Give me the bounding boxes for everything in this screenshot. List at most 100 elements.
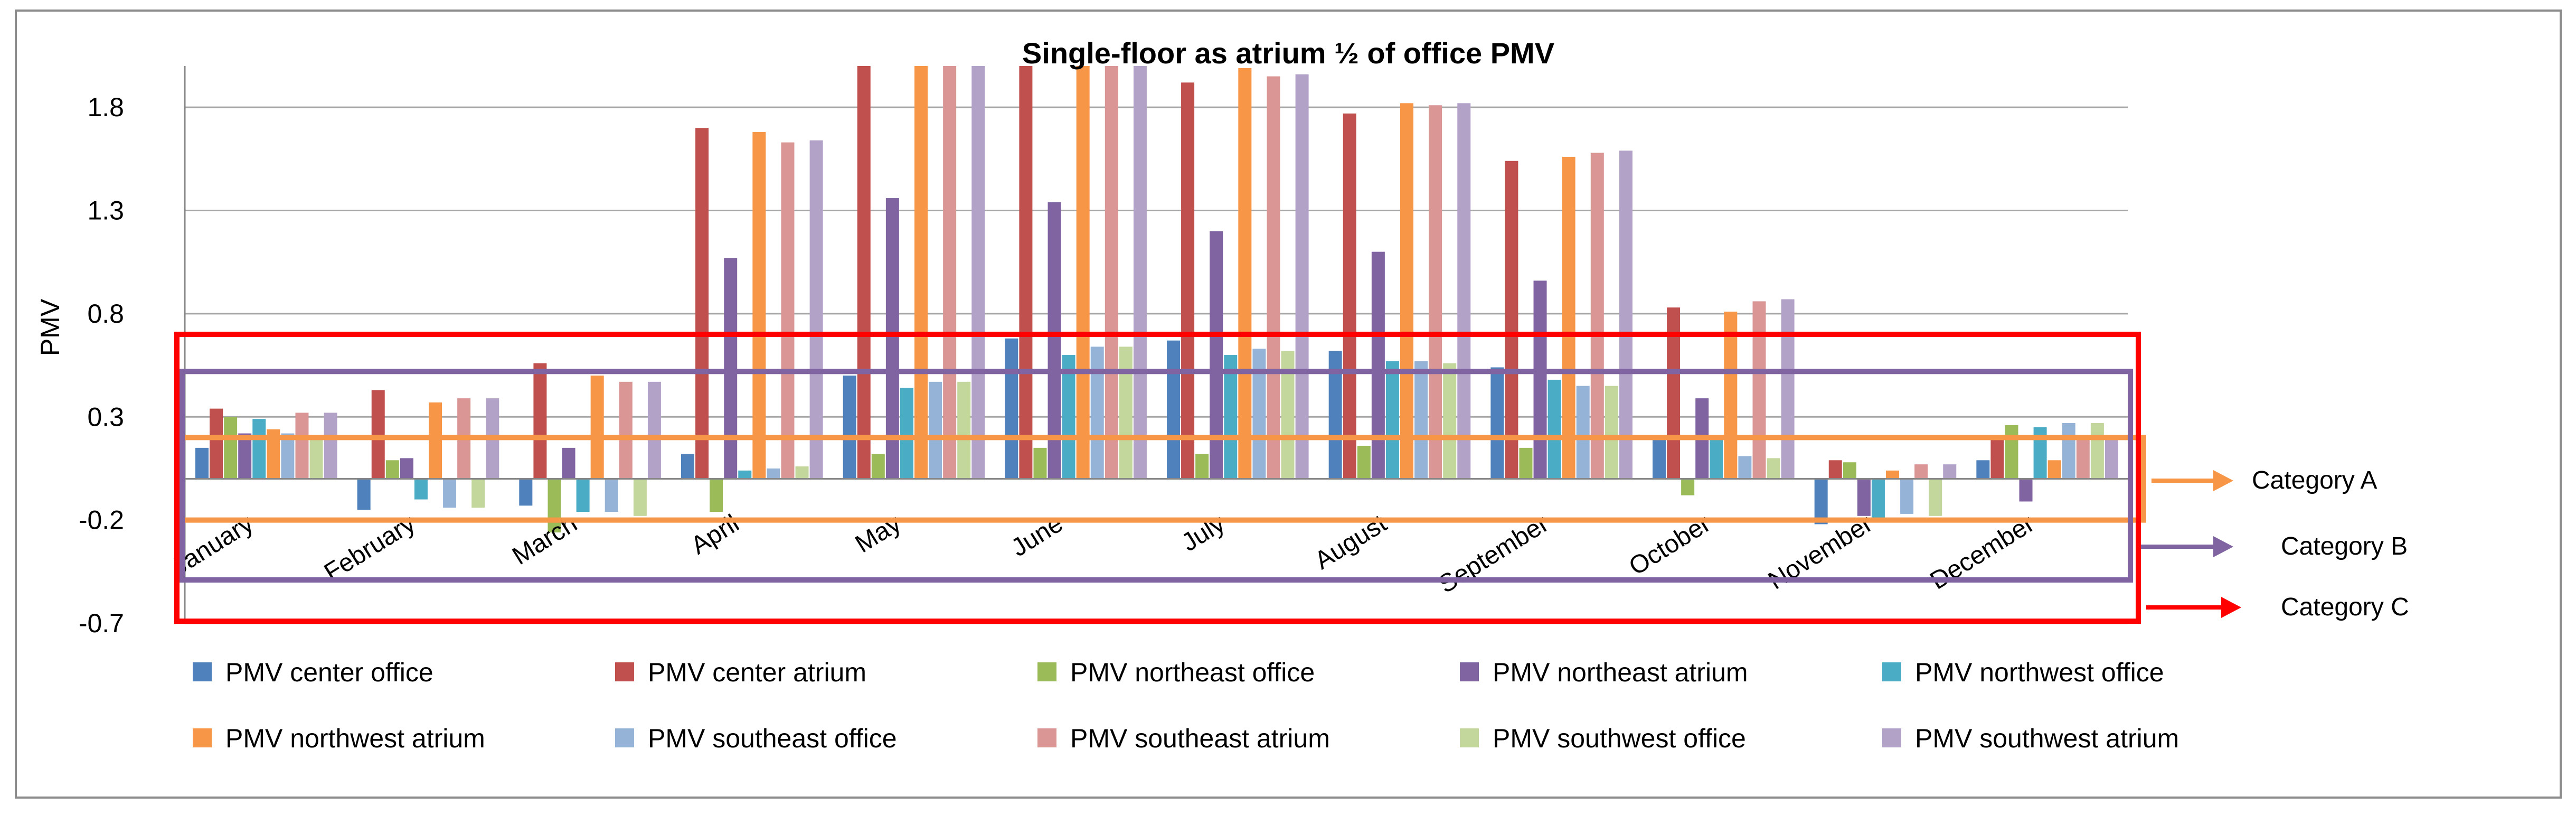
- category-arrow-head: [2221, 597, 2241, 618]
- bar: [309, 435, 323, 479]
- bar: [1990, 437, 2004, 479]
- bar: [533, 363, 547, 479]
- bar: [1843, 462, 1856, 479]
- bar: [1781, 299, 1795, 479]
- bar: [1238, 68, 1252, 479]
- bar: [295, 413, 309, 479]
- bar: [619, 381, 633, 479]
- bar: [710, 479, 723, 512]
- bar: [1429, 105, 1442, 479]
- bar: [957, 381, 971, 479]
- chart-title: Single-floor as atrium ½ of office PMV: [1022, 36, 1554, 70]
- bar: [767, 468, 780, 479]
- bar: [1457, 103, 1471, 479]
- bar: [724, 258, 738, 479]
- bar: [2047, 460, 2061, 479]
- bar: [871, 454, 885, 479]
- bar: [1562, 156, 1575, 479]
- bar: [1062, 355, 1075, 479]
- legend-label: PMV northwest atrium: [225, 724, 485, 753]
- bar: [971, 66, 985, 479]
- legend-swatch: [1460, 728, 1479, 747]
- legend-swatch: [1460, 662, 1479, 681]
- bar: [857, 66, 871, 479]
- bar: [210, 408, 223, 479]
- bar: [357, 479, 371, 510]
- legend-swatch: [1882, 728, 1901, 747]
- bar: [1371, 251, 1385, 479]
- bar: [1681, 479, 1695, 495]
- bar: [1767, 458, 1780, 479]
- legend-label: PMV northwest office: [1915, 658, 2164, 687]
- y-tick-label: -0.7: [79, 608, 124, 638]
- bar: [2105, 439, 2118, 479]
- bar: [1590, 153, 1604, 479]
- bar: [1343, 113, 1356, 479]
- bar: [1033, 447, 1047, 479]
- bar: [2062, 423, 2075, 479]
- bar: [1443, 363, 1457, 479]
- category-band-box: [180, 369, 2133, 583]
- legend-swatch: [615, 728, 634, 747]
- bar: [2005, 425, 2018, 479]
- legend-label: PMV northeast office: [1070, 658, 1315, 687]
- bar: [1119, 346, 1133, 479]
- bar: [1414, 361, 1428, 479]
- legend-label: PMV center atrium: [648, 658, 866, 687]
- bar: [885, 198, 899, 479]
- bar: [1090, 346, 1104, 479]
- y-tick-label: 0.8: [87, 299, 124, 329]
- bar: [519, 479, 533, 506]
- legend-label: PMV southwest office: [1493, 724, 1746, 753]
- bar: [1181, 82, 1195, 479]
- bar: [1871, 479, 1885, 518]
- bar: [1619, 151, 1633, 479]
- legend-swatch: [615, 662, 634, 681]
- bar: [562, 447, 575, 479]
- bar: [1267, 76, 1280, 479]
- bar: [752, 132, 766, 479]
- legend-swatch: [193, 662, 212, 681]
- bar: [2076, 439, 2090, 479]
- bar: [238, 433, 252, 479]
- bar: [1914, 464, 1928, 479]
- bar: [1752, 301, 1766, 479]
- legend-swatch: [1037, 662, 1056, 681]
- category-arrow-head: [2213, 536, 2233, 557]
- bar: [1019, 66, 1033, 479]
- legend-swatch: [193, 728, 212, 747]
- bar: [843, 376, 856, 479]
- bar: [633, 479, 647, 516]
- y-tick-label: 1.8: [87, 92, 124, 122]
- bar: [1724, 311, 1738, 479]
- bar: [1490, 367, 1504, 479]
- bar: [1929, 479, 1942, 516]
- bar: [1105, 66, 1118, 479]
- bar: [371, 390, 385, 479]
- bar: [1167, 340, 1180, 479]
- bar: [1828, 460, 1842, 479]
- bar: [1210, 231, 1223, 479]
- bar: [1548, 379, 1561, 479]
- bar: [738, 470, 752, 479]
- legend-label: PMV northeast atrium: [1493, 658, 1748, 687]
- bar: [1710, 439, 1723, 479]
- bar: [414, 479, 428, 500]
- legend-label: PMV southwest atrium: [1915, 724, 2179, 753]
- bar: [224, 417, 238, 479]
- bar: [795, 466, 809, 479]
- bar: [443, 479, 457, 508]
- bar: [1857, 479, 1871, 516]
- category-arrow-head: [2213, 470, 2233, 491]
- y-tick-label: 1.3: [87, 196, 124, 226]
- bar: [1976, 460, 1990, 479]
- bar: [1076, 66, 1090, 479]
- bar: [400, 458, 413, 479]
- bar: [1133, 66, 1147, 479]
- category-label: Category B: [2281, 532, 2408, 560]
- category-label: Category A: [2252, 466, 2377, 494]
- bar: [1738, 456, 1752, 479]
- bar: [695, 128, 709, 479]
- legend-label: PMV center office: [225, 658, 433, 687]
- bar: [1295, 74, 1309, 479]
